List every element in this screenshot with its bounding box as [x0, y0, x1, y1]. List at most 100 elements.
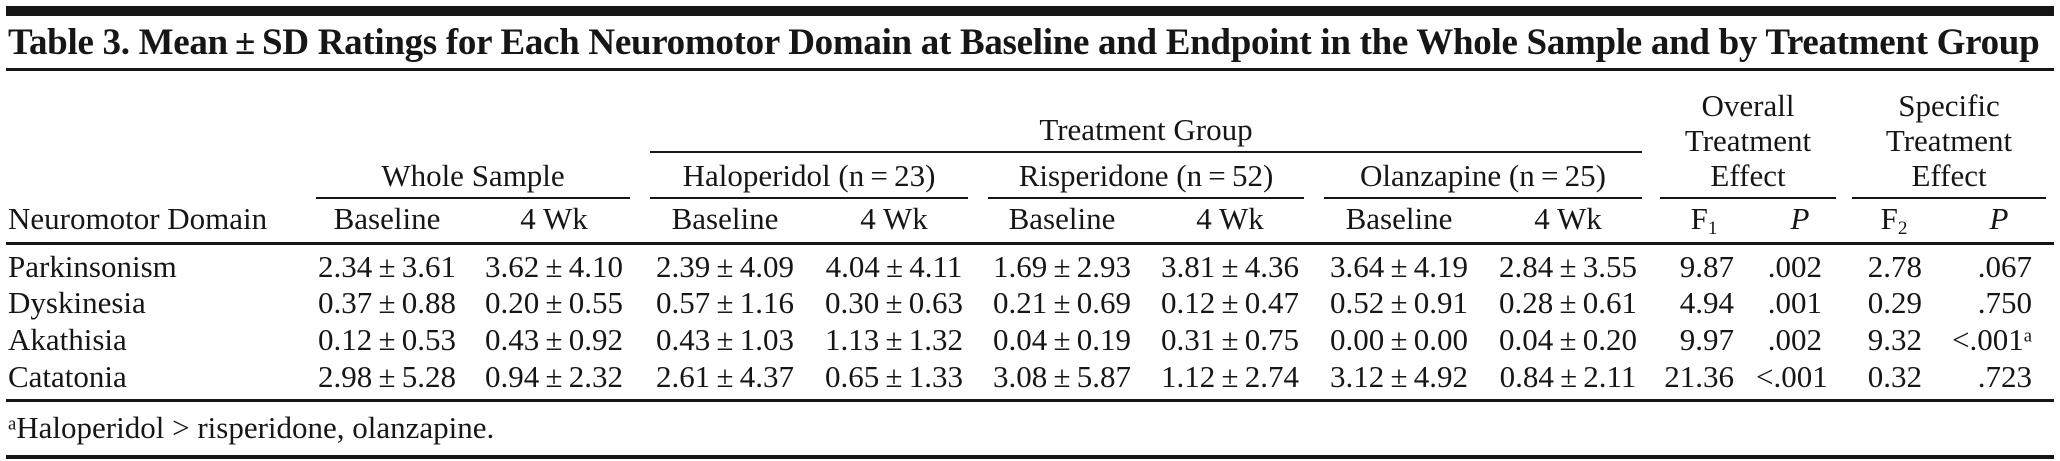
f2-cell: 0.29: [1867, 285, 1923, 320]
cell: 4.04 ± 4.11: [825, 248, 963, 284]
haloperidol-label: Haloperidol (n = 23): [682, 158, 936, 193]
specific-effect-underline: Specific Treatment Effect: [1852, 88, 2047, 199]
ris-baseline-header: Baseline: [978, 199, 1146, 245]
f2-cell: 2.78: [1867, 248, 1923, 284]
ws-baseline-header: Baseline: [306, 199, 468, 245]
p2-footnote-marker: a: [2023, 325, 2033, 347]
row-parkinsonism: Parkinsonism 2.34 ± 3.61 3.62 ± 4.10 2.3…: [6, 243, 2054, 285]
cell: 3.12 ± 4.92: [1314, 358, 1484, 402]
p2-cell: .067: [1944, 243, 2054, 285]
header-row-subcolumns: Neuromotor Domain Baseline 4 Wk Baseline…: [6, 199, 2055, 245]
f1-cell: 21.36: [1652, 358, 1756, 402]
cell: 0.28 ± 0.61: [1499, 285, 1637, 320]
footnote-marker: a: [8, 413, 17, 435]
cell: 2.39 ± 4.09: [656, 248, 794, 284]
ratings-table: Treatment Group Overall Treatment Effect…: [6, 71, 2055, 402]
row-dyskinesia: Dyskinesia 0.37 ± 0.88 0.20 ± 0.55 0.57 …: [6, 285, 2054, 322]
cell: 0.30 ± 0.63: [825, 285, 963, 320]
cell: 0.00 ± 0.00: [1330, 322, 1468, 357]
f2-subscript: 2: [1897, 217, 1908, 239]
p2-header: P: [1944, 199, 2055, 245]
cell: 0.20 ± 0.55: [485, 285, 623, 320]
haloperidol-group-header: Haloperidol (n = 23): [640, 153, 978, 199]
f1-cell: 9.87: [1679, 248, 1734, 284]
footnote: aHaloperidol > risperidone, olanzapine.: [6, 402, 2054, 455]
cell: 0.12 ± 0.47: [1161, 285, 1299, 320]
treatment-group-label: Treatment Group: [1039, 112, 1253, 147]
specific-effect-line1: Specific: [1898, 88, 2000, 123]
cell: 1.13 ± 1.32: [825, 322, 963, 357]
p2-value: .067: [1977, 248, 2033, 284]
specific-effect-header: Specific Treatment Effect: [1844, 71, 2054, 199]
p2-value: .723: [1977, 358, 2033, 394]
cell: 0.43 ± 1.03: [656, 322, 794, 357]
olanzapine-label: Olanzapine (n = 25): [1360, 158, 1606, 193]
f1-letter: F: [1690, 200, 1708, 236]
domain-label: Parkinsonism: [8, 248, 177, 284]
cell: 3.64 ± 4.19: [1330, 248, 1468, 284]
specific-effect-line2: Treatment: [1885, 123, 2013, 158]
p2-value: <.001: [1952, 322, 2024, 357]
f2-letter: F: [1880, 200, 1898, 236]
p1-header: P: [1756, 199, 1845, 245]
bottom-rule: [6, 454, 2054, 459]
f1-cell: 9.97: [1679, 322, 1734, 357]
ris-4wk-header: 4 Wk: [1146, 199, 1314, 245]
p1-cell: .002: [1767, 322, 1823, 357]
table-title: Table 3. Mean ± SD Ratings for Each Neur…: [8, 22, 2040, 63]
cell: 0.31 ± 0.75: [1161, 322, 1299, 357]
empty-cell: [6, 71, 640, 153]
overall-effect-line1: Overall: [1701, 88, 1795, 123]
f1-header: F1: [1652, 199, 1756, 245]
domain-label: Akathisia: [8, 322, 127, 357]
domain-label: Catatonia: [6, 358, 306, 402]
specific-effect-line3: Effect: [1911, 158, 1987, 193]
overall-effect-header: Overall Treatment Effect: [1652, 71, 1844, 199]
olz-baseline-header: Baseline: [1314, 199, 1484, 245]
table-header: Treatment Group Overall Treatment Effect…: [6, 71, 2055, 245]
cell: 1.12 ± 2.74: [1146, 358, 1314, 402]
overall-effect-underline: Overall Treatment Effect: [1660, 88, 1837, 199]
cell: 0.04 ± 0.19: [993, 322, 1131, 357]
cell: 2.34 ± 3.61: [318, 248, 456, 284]
risperidone-underline: Risperidone (n = 52): [988, 158, 1304, 199]
f2-cell: 0.32: [1844, 358, 1945, 402]
whole-sample-underline: Whole Sample: [316, 158, 630, 199]
row-akathisia: Akathisia 0.12 ± 0.53 0.43 ± 0.92 0.43 ±…: [6, 322, 2054, 359]
olanzapine-underline: Olanzapine (n = 25): [1324, 158, 1642, 199]
title-rule: [6, 68, 2054, 71]
p1-cell: .001: [1767, 285, 1823, 320]
f2-header: F2: [1844, 199, 1945, 245]
p2-value: .750: [1977, 285, 2033, 320]
cell: 0.12 ± 0.53: [318, 322, 456, 357]
haloperidol-underline: Haloperidol (n = 23): [650, 158, 968, 199]
cell: 0.57 ± 1.16: [656, 285, 794, 320]
header-row-groups: Whole Sample Haloperidol (n = 23) Risper…: [6, 153, 2054, 199]
cell: 3.62 ± 4.10: [485, 248, 623, 284]
cell: 1.69 ± 2.93: [993, 248, 1131, 284]
risperidone-group-header: Risperidone (n = 52): [978, 153, 1314, 199]
domain-label: Dyskinesia: [8, 285, 146, 320]
whole-sample-label: Whole Sample: [381, 158, 565, 193]
f1-subscript: 1: [1707, 217, 1718, 239]
p2-cell: .723: [1944, 358, 2055, 402]
cell: 0.04 ± 0.20: [1499, 322, 1637, 357]
p2-cell: <.001a: [1944, 322, 2054, 359]
hal-baseline-header: Baseline: [640, 199, 810, 245]
table-body: Parkinsonism 2.34 ± 3.61 3.62 ± 4.10 2.3…: [6, 243, 2055, 402]
cell: 3.81 ± 4.36: [1161, 248, 1299, 284]
olanzapine-group-header: Olanzapine (n = 25): [1314, 153, 1652, 199]
cell: 0.65 ± 1.33: [810, 358, 978, 402]
cell: 2.61 ± 4.37: [640, 358, 810, 402]
whole-sample-header: Whole Sample: [306, 153, 640, 199]
treatment-group-underline: Treatment Group: [650, 112, 1642, 153]
hal-4wk-header: 4 Wk: [810, 199, 978, 245]
treatment-group-header: Treatment Group: [640, 71, 1652, 153]
row-catatonia: Catatonia 2.98 ± 5.28 0.94 ± 2.32 2.61 ±…: [6, 358, 2055, 402]
footnote-text: Haloperidol > risperidone, olanzapine.: [16, 409, 495, 445]
overall-effect-line2: Treatment: [1684, 123, 1812, 158]
p2-cell: .750: [1944, 285, 2054, 322]
risperidone-label: Risperidone (n = 52): [1018, 158, 1274, 193]
empty-cell: [6, 153, 306, 199]
